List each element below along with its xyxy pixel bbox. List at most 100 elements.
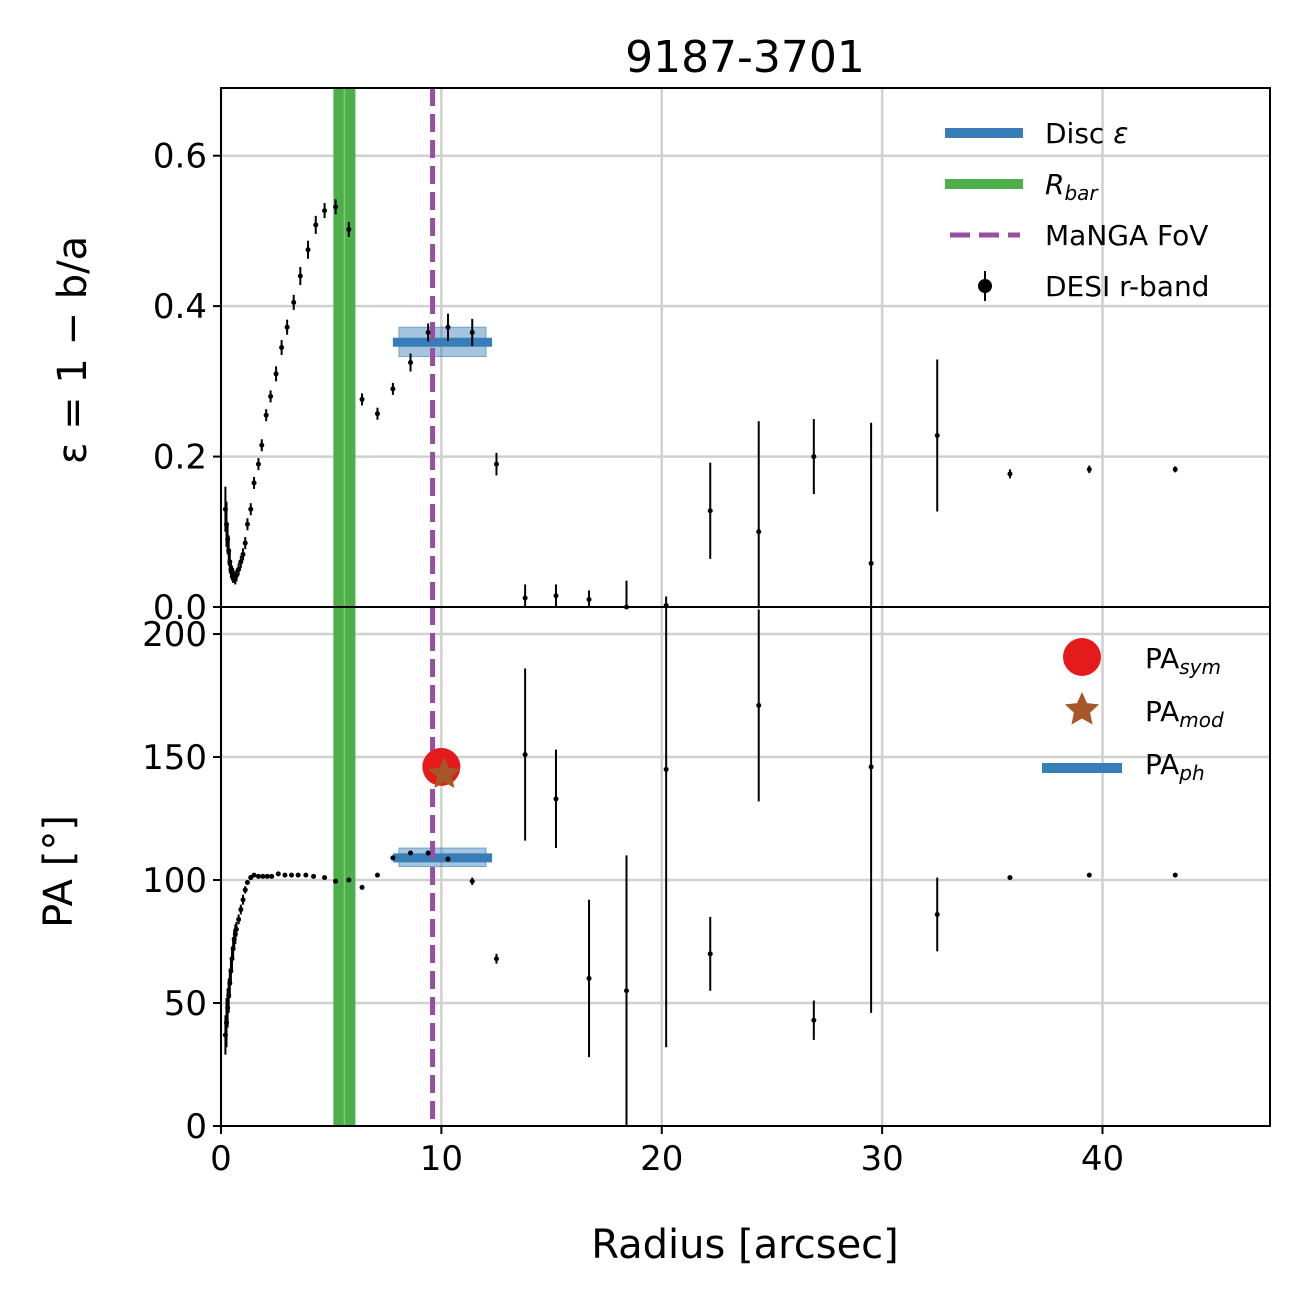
data-point — [493, 956, 499, 962]
data-point — [244, 879, 250, 885]
legend-swatch — [978, 279, 992, 293]
data-point — [1007, 875, 1013, 881]
data-point — [255, 461, 261, 467]
y-tick-label: 0.4 — [153, 287, 207, 327]
y-tick-label: 100 — [142, 861, 207, 901]
data-point — [240, 897, 246, 903]
data-point — [425, 850, 431, 856]
data-point — [236, 916, 242, 922]
data-point — [251, 480, 257, 486]
legend-swatch — [1064, 692, 1100, 725]
data-point — [282, 872, 288, 878]
data-point — [251, 872, 257, 878]
data-point — [934, 433, 940, 439]
data-point — [240, 551, 246, 557]
data-point — [303, 872, 309, 878]
x-tick-label: 40 — [1081, 1139, 1124, 1179]
data-point — [289, 872, 295, 878]
data-point — [313, 222, 319, 228]
data-point — [275, 871, 281, 877]
data-point — [263, 412, 269, 418]
data-point — [359, 396, 365, 402]
legend-label: Disc ε — [1045, 117, 1128, 150]
data-point — [707, 508, 713, 514]
data-point — [707, 951, 713, 957]
chart-title: 9187-3701 — [625, 32, 865, 83]
data-point — [238, 907, 244, 913]
data-point — [264, 873, 270, 879]
data-point — [1172, 872, 1178, 878]
data-point — [242, 887, 248, 893]
data-point — [346, 226, 352, 232]
x-tick-label: 0 — [210, 1139, 232, 1179]
y-tick-label: 50 — [164, 984, 207, 1024]
data-point — [756, 529, 762, 535]
legend-label: PAph — [1145, 748, 1205, 785]
y-tick-label: 0.2 — [153, 438, 207, 478]
data-point — [553, 593, 559, 599]
data-point — [425, 329, 431, 335]
y-axis-label: PA [°] — [36, 815, 82, 928]
y-axis-label: ε = 1 − b/a — [50, 236, 96, 464]
data-point — [233, 926, 239, 932]
data-point — [868, 560, 874, 566]
data-point — [260, 873, 266, 879]
pa-mod-marker — [428, 757, 461, 788]
data-point — [255, 873, 261, 879]
data-layer — [222, 88, 1178, 1126]
data-point — [522, 752, 528, 758]
legend-label: DESI r-band — [1045, 270, 1209, 303]
x-axis-label: Radius [arcsec] — [591, 1222, 899, 1268]
x-tick-label: 30 — [861, 1139, 904, 1179]
data-point — [586, 596, 592, 602]
legend-swatch — [1063, 638, 1101, 676]
data-point — [390, 855, 396, 861]
data-point — [1172, 466, 1178, 472]
data-point — [297, 273, 303, 279]
data-point — [236, 566, 242, 572]
data-point — [493, 461, 499, 467]
y-tick-label: 0 — [185, 1107, 207, 1147]
data-point — [408, 850, 414, 856]
data-point — [333, 878, 339, 884]
data-point — [284, 324, 290, 330]
data-point — [811, 1017, 817, 1023]
data-point — [408, 360, 414, 366]
axes-frame — [220, 87, 1271, 608]
data-point — [469, 878, 475, 884]
y-tick-label: 0.0 — [153, 588, 207, 628]
data-point — [756, 702, 762, 708]
data-point — [311, 873, 317, 879]
data-point — [238, 559, 244, 565]
data-point — [522, 595, 528, 601]
data-point — [244, 521, 250, 527]
data-point — [248, 506, 254, 512]
data-point — [586, 975, 592, 981]
y-tick-label: 0.6 — [153, 137, 207, 177]
data-point — [623, 988, 629, 994]
data-point — [305, 247, 311, 253]
data-point — [269, 873, 275, 879]
y-tick-label: 150 — [142, 738, 207, 778]
data-point — [295, 872, 301, 878]
data-point — [346, 877, 352, 883]
data-point — [322, 875, 328, 881]
data-point — [445, 856, 451, 862]
data-point — [268, 393, 274, 399]
legend-label: PAmod — [1145, 695, 1224, 732]
legend-label: PAsym — [1145, 642, 1221, 679]
data-point — [1007, 471, 1013, 477]
data-point — [390, 386, 396, 392]
data-point — [663, 766, 669, 772]
shading-layer — [333, 88, 356, 1126]
data-point — [259, 442, 265, 448]
data-point — [445, 324, 451, 330]
data-point — [374, 411, 380, 417]
legend-label: Rbar — [1045, 168, 1099, 205]
data-point — [242, 540, 248, 546]
data-point — [374, 872, 380, 878]
x-tick-label: 20 — [640, 1139, 683, 1179]
data-point — [553, 796, 559, 802]
